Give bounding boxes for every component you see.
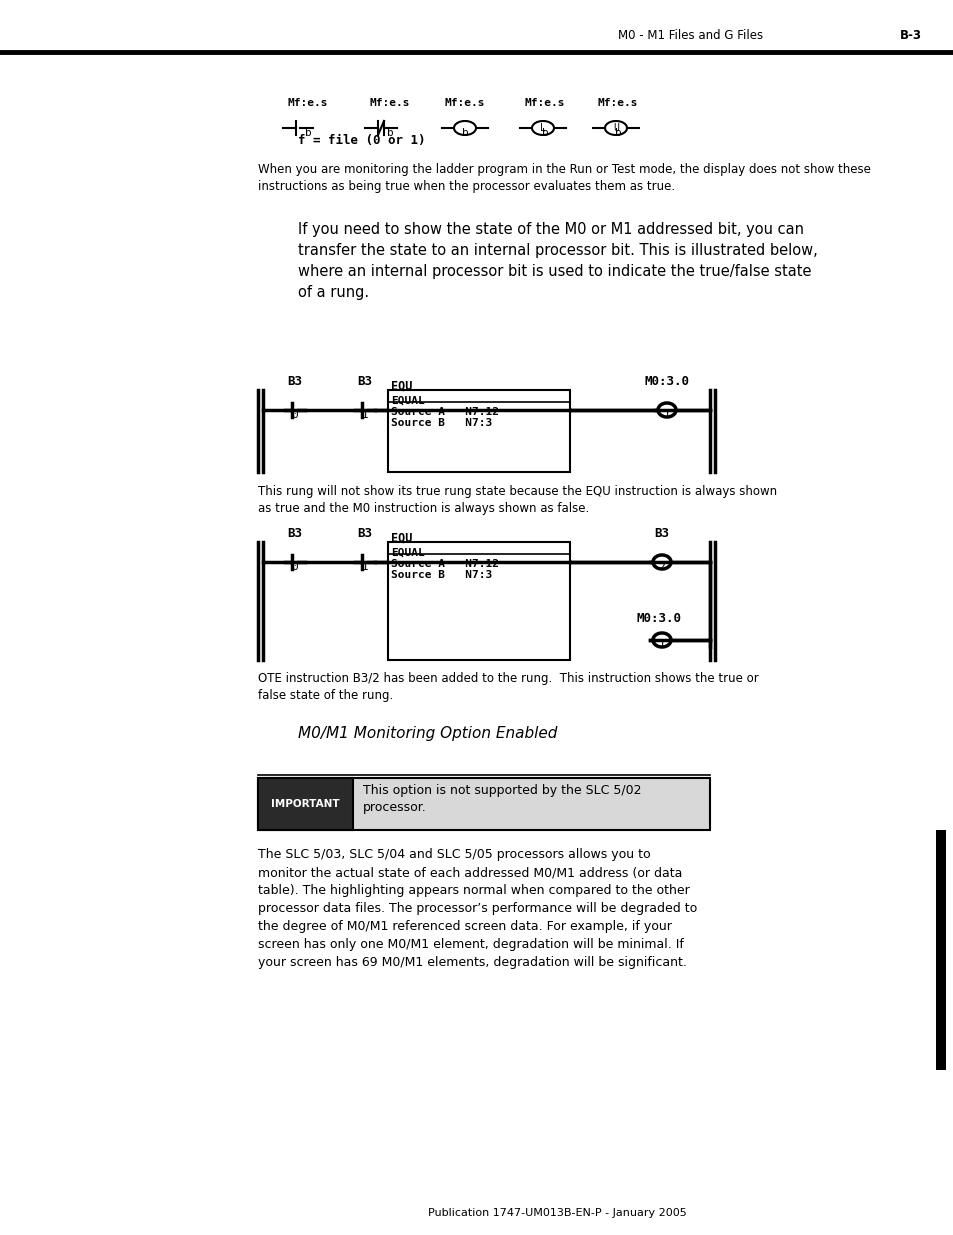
Text: 1: 1 <box>663 410 670 420</box>
Text: L: L <box>539 124 545 133</box>
Text: b: b <box>461 128 468 138</box>
Text: b: b <box>541 128 548 138</box>
Text: B3: B3 <box>287 375 302 388</box>
Text: When you are monitoring the ladder program in the Run or Test mode, the display : When you are monitoring the ladder progr… <box>257 163 870 193</box>
Text: B-3: B-3 <box>899 28 921 42</box>
Text: b: b <box>304 128 311 138</box>
Text: b: b <box>386 128 393 138</box>
Text: 1: 1 <box>361 562 368 572</box>
Bar <box>388 390 569 472</box>
Text: 1: 1 <box>361 410 368 420</box>
Text: B3: B3 <box>357 527 372 540</box>
Text: The SLC 5/03, SLC 5/04 and SLC 5/05 processors allows you to
monitor the actual : The SLC 5/03, SLC 5/04 and SLC 5/05 proc… <box>257 848 697 969</box>
Text: B3: B3 <box>654 527 669 540</box>
Text: EQU: EQU <box>391 531 412 543</box>
Text: 2: 2 <box>658 562 664 572</box>
Bar <box>257 778 353 830</box>
Text: EQU: EQU <box>391 379 412 391</box>
Text: M0:3.0: M0:3.0 <box>644 375 689 388</box>
Text: Source A   N7:12: Source A N7:12 <box>391 559 498 569</box>
Text: Mf:e.s: Mf:e.s <box>288 98 328 107</box>
Text: M0:3.0: M0:3.0 <box>636 613 680 625</box>
Text: Mf:e.s: Mf:e.s <box>370 98 410 107</box>
Text: This rung will not show its true rung state because the EQU instruction is alway: This rung will not show its true rung st… <box>257 485 777 515</box>
Bar <box>388 542 569 659</box>
Text: EQUAL: EQUAL <box>391 548 424 558</box>
Text: 0: 0 <box>292 562 298 572</box>
Text: 1: 1 <box>658 640 664 650</box>
Text: This option is not supported by the SLC 5/02
processor.: This option is not supported by the SLC … <box>363 784 640 814</box>
Text: Mf:e.s: Mf:e.s <box>524 98 565 107</box>
Text: B3: B3 <box>357 375 372 388</box>
Text: IMPORTANT: IMPORTANT <box>271 799 339 809</box>
Bar <box>935 830 945 1070</box>
Text: Publication 1747-UM013B-EN-P - January 2005: Publication 1747-UM013B-EN-P - January 2… <box>427 1208 685 1218</box>
Text: Source B   N7:3: Source B N7:3 <box>391 571 492 580</box>
Text: OTE instruction B3/2 has been added to the rung.  This instruction shows the tru: OTE instruction B3/2 has been added to t… <box>257 672 758 701</box>
Text: M0/M1 Monitoring Option Enabled: M0/M1 Monitoring Option Enabled <box>297 726 557 741</box>
Text: B3: B3 <box>287 527 302 540</box>
Text: b: b <box>614 128 620 138</box>
Text: 0: 0 <box>292 410 298 420</box>
Text: Source A   N7:12: Source A N7:12 <box>391 408 498 417</box>
Text: Mf:e.s: Mf:e.s <box>598 98 638 107</box>
Text: If you need to show the state of the M0 or M1 addressed bit, you can
transfer th: If you need to show the state of the M0 … <box>297 222 817 300</box>
Text: U: U <box>613 124 618 133</box>
Text: EQUAL: EQUAL <box>391 396 424 406</box>
Bar <box>257 778 709 830</box>
Text: Mf:e.s: Mf:e.s <box>444 98 485 107</box>
Text: f = file (0 or 1): f = file (0 or 1) <box>297 135 425 147</box>
Text: M0 - M1 Files and G Files: M0 - M1 Files and G Files <box>618 28 762 42</box>
Text: Source B   N7:3: Source B N7:3 <box>391 417 492 429</box>
